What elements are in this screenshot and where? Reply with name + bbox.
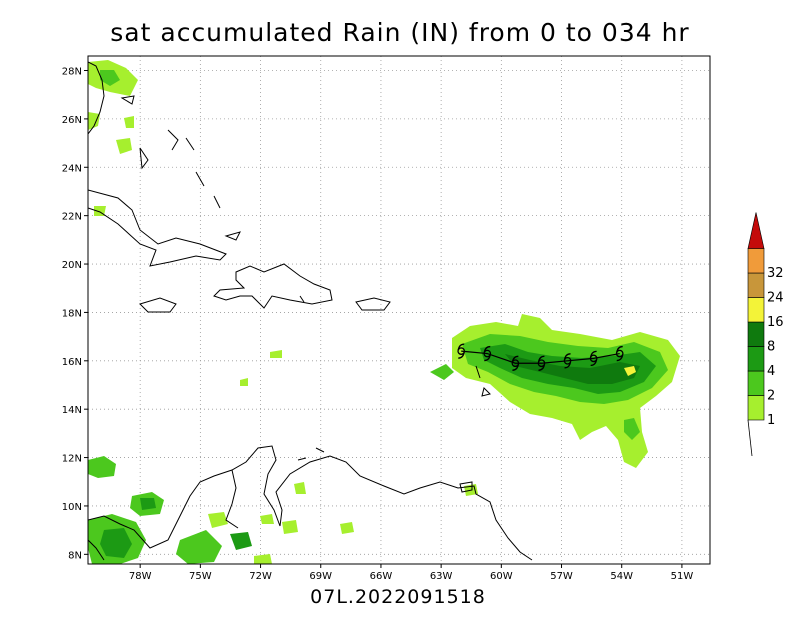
rain-area-north-4: [116, 138, 132, 154]
hurricane-symbol-icon: [483, 345, 492, 362]
colorbar-label: 32: [767, 266, 784, 281]
lat-tick-label: 22N: [62, 212, 82, 223]
lat-tick-label: 28N: [62, 67, 82, 78]
coastline-bahamas-1: [167, 129, 179, 151]
track-line: [461, 350, 620, 364]
lat-tick-label: 10N: [62, 502, 82, 513]
colorbar-segment: [747, 272, 765, 298]
plot-area: [88, 56, 710, 564]
coastline-bahamas-3: [139, 147, 149, 170]
lon-tick-label: 78W: [129, 571, 152, 582]
rain-area-16: [624, 366, 636, 376]
coastlines: [88, 61, 533, 561]
lat-tick-label: 24N: [62, 163, 82, 174]
lon-tick-label: 63W: [430, 571, 453, 582]
coastline-bahamas-6: [224, 231, 241, 241]
rain-area-south-1: [88, 456, 116, 478]
lat-tick-label: 12N: [62, 454, 82, 465]
map-title: sat accumulated Rain (IN) from 0 to 034 …: [110, 18, 690, 47]
hurricane-symbol-icon: [511, 355, 520, 371]
hurricane-symbol-icon: [563, 353, 572, 369]
coastline-florida: [88, 61, 105, 135]
rain-area-south-5: [100, 528, 132, 558]
hurricane-symbol-icon: [457, 343, 466, 359]
coastline-maracaibo: [225, 469, 239, 529]
rain-area-south-15: [270, 350, 282, 358]
colorbar-segment: [747, 346, 765, 372]
lon-tick-label: 57W: [550, 571, 573, 582]
storm-id-text: 07L.2022091518: [310, 586, 486, 608]
rain-area-south-11: [282, 520, 298, 534]
lat-tick-label: 18N: [62, 308, 82, 319]
coastline-trinidad: [459, 481, 473, 493]
colorbar-segment: [747, 395, 765, 421]
coastline-south-america: [88, 445, 533, 561]
lat-tick-label: 16N: [62, 357, 82, 368]
rain-area-south-12: [260, 514, 274, 524]
latitude-axis: 8N 10N 12N 14N 16N 18N 20N 22N 24N 26N 28N: [62, 67, 88, 561]
rain-area-north-2: [100, 70, 120, 86]
lat-tick-label: 14N: [62, 405, 82, 416]
lat-tick-label: 8N: [68, 550, 82, 561]
rain-area-south-8: [208, 512, 228, 528]
rain-area-south-3: [140, 498, 156, 510]
rain-area-south-13: [294, 482, 306, 494]
hurricane-symbol-icon: [615, 345, 624, 362]
colorbar-label: 4: [767, 364, 775, 379]
coastline-puerto-rico: [355, 297, 391, 311]
lon-tick-label: 60W: [490, 571, 513, 582]
rain-area-8: [505, 354, 640, 384]
coastline-bahamas-7: [120, 95, 135, 105]
colorbar-segment: [747, 297, 765, 323]
rain-area-north-3: [88, 112, 100, 130]
coastline-jamaica: [139, 297, 177, 313]
colorbar-bottom-tail: [747, 419, 753, 457]
lon-tick-label: 69W: [309, 571, 332, 582]
coastline-panama: [88, 539, 105, 561]
coastline-cuba: [88, 189, 227, 267]
plot-frame: [87, 55, 711, 565]
hurricane-symbol-icon: [537, 355, 546, 371]
coastline-bahamas-4: [195, 171, 205, 187]
rain-area-south-7: [230, 532, 252, 550]
colorbar-label: 24: [767, 291, 784, 306]
colorbar-label: 2: [767, 389, 775, 404]
rain-area-south-10: [340, 522, 354, 534]
colorbar-segment: [747, 248, 765, 274]
colorbar-label: 16: [767, 315, 784, 330]
rain-area-south-9: [254, 554, 272, 564]
lon-tick-label: 75W: [189, 571, 212, 582]
colorbar-segment: [747, 370, 765, 396]
colorbar-label: 8: [767, 340, 775, 355]
coastline-hispaniola: [213, 263, 333, 309]
lat-tick-label: 26N: [62, 115, 82, 126]
coastline-bahamas-2: [185, 137, 195, 151]
hurricane-symbol-icon: [589, 350, 598, 367]
colorbar-label: 1: [767, 413, 775, 428]
colorbar-top-arrow: [747, 212, 765, 249]
lon-tick-label: 54W: [610, 571, 633, 582]
gridlines: [88, 56, 710, 564]
lon-tick-label: 51W: [671, 571, 694, 582]
storm-id-label: 07L.2022091518: [0, 586, 800, 608]
rain-area-tail: [624, 418, 640, 440]
rain-area-south-6: [176, 530, 222, 564]
longitude-axis: 78W 75W 72W 69W 66W 63W 60W 57W 54W 51W: [129, 564, 693, 582]
lat-tick-label: 20N: [62, 260, 82, 271]
rain-area-north-5: [124, 116, 134, 128]
lon-tick-label: 72W: [249, 571, 272, 582]
coastline-islands: [297, 295, 325, 461]
lon-tick-label: 66W: [370, 571, 393, 582]
coastline-bahamas-5: [213, 195, 221, 209]
colorbar-segment: [747, 321, 765, 347]
rain-area-south-14: [240, 378, 248, 386]
rain-area-west: [430, 364, 454, 380]
storm-track: [457, 343, 624, 371]
coastline-lesser-antilles: [475, 365, 491, 397]
